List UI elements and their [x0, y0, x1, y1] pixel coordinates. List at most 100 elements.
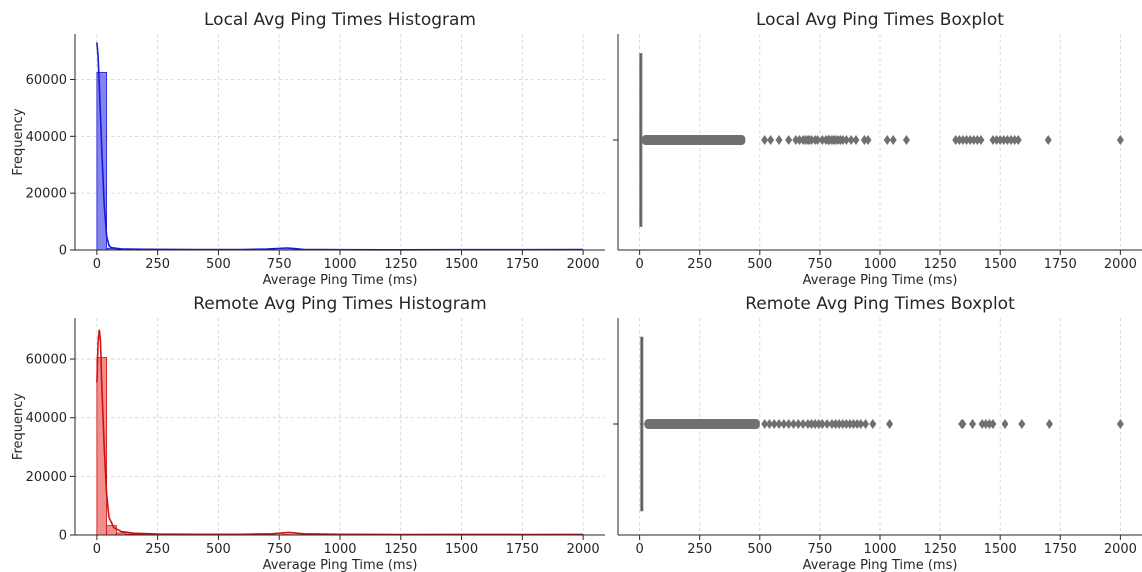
outlier-point	[902, 135, 910, 145]
outlier-point	[765, 419, 773, 429]
chart-title: Local Avg Ping Times Boxplot	[756, 10, 1004, 30]
x-tick-label: 750	[807, 542, 832, 557]
x-tick-label: 1250	[384, 542, 417, 557]
x-tick-label: 1250	[924, 257, 957, 272]
outlier-point	[842, 419, 850, 429]
outlier-point	[860, 135, 868, 145]
outlier-point	[989, 135, 997, 145]
x-tick-label: 2000	[1104, 542, 1137, 557]
outlier-point	[832, 419, 840, 429]
outlier-point	[761, 135, 769, 145]
outlier-point	[835, 419, 843, 429]
x-tick-label: 1000	[863, 257, 896, 272]
y-tick-label: 20000	[26, 470, 67, 485]
x-tick-label: 1750	[1044, 257, 1077, 272]
outlier-point	[770, 419, 778, 429]
x-tick-label: 1500	[984, 257, 1017, 272]
outlier-point	[973, 135, 981, 145]
x-tick-label: 1000	[323, 542, 356, 557]
outlier-point	[853, 419, 861, 429]
outlier-point	[1116, 135, 1124, 145]
x-tick-label: 750	[807, 257, 832, 272]
outlier-point	[828, 419, 836, 429]
outlier-point	[775, 419, 783, 429]
y-tick-label: 0	[59, 244, 67, 259]
outlier-point	[811, 419, 819, 429]
outlier-point	[789, 419, 797, 429]
histogram-bar	[106, 525, 117, 536]
y-axis-label: Frequency	[11, 393, 26, 460]
outlier-point	[1116, 419, 1124, 429]
x-tick-label: 0	[635, 257, 643, 272]
y-tick-label: 20000	[26, 187, 67, 202]
outlier-point	[780, 419, 788, 429]
x-tick-label: 1750	[506, 257, 539, 272]
x-tick-label: 1500	[984, 542, 1017, 557]
x-tick-label: 500	[747, 542, 772, 557]
x-tick-label: 1000	[863, 542, 896, 557]
outlier-point	[1014, 135, 1022, 145]
outlier-point	[823, 419, 831, 429]
outlier-point	[982, 419, 990, 429]
y-axis-label: Frequency	[11, 108, 26, 175]
x-tick-label: 1500	[445, 257, 478, 272]
outlier-point	[889, 135, 897, 145]
y-tick-label: 60000	[26, 73, 67, 88]
subplot-2: Local Avg Ping Times Boxplot 0 250 500 750 10…	[613, 10, 1142, 288]
outlier-point	[807, 419, 815, 429]
outlier-point	[846, 419, 854, 429]
x-tick-label: 2000	[1104, 257, 1137, 272]
outlier-point	[1045, 419, 1053, 429]
outlier-point	[799, 419, 807, 429]
x-tick-label: 1250	[924, 542, 957, 557]
outlier-point	[818, 135, 826, 145]
outlier-point	[785, 419, 793, 429]
outlier-point	[862, 419, 870, 429]
subplot-3: Remote Avg Ping Times Histogram 0 250 500 75…	[11, 294, 605, 572]
outlier-point	[804, 419, 812, 429]
outlier-point	[852, 135, 860, 145]
outlier-point	[959, 419, 967, 429]
outlier-point	[839, 135, 847, 145]
kde-curve	[96, 329, 584, 536]
outlier-point	[970, 135, 978, 145]
outlier-point	[850, 419, 858, 429]
x-tick-label: 1750	[506, 542, 539, 557]
x-tick-label: 2000	[567, 257, 600, 272]
kde-curve	[96, 42, 584, 251]
chart-title: Remote Avg Ping Times Histogram	[193, 294, 487, 314]
outlier-point	[883, 135, 891, 145]
outlier-point	[795, 135, 803, 145]
outlier-point	[955, 135, 963, 145]
outlier-point	[792, 135, 800, 145]
outlier-point	[1001, 419, 1009, 429]
x-tick-label: 250	[145, 257, 170, 272]
outlier-point	[785, 135, 793, 145]
outlier-point	[963, 135, 971, 145]
outlier-point	[847, 135, 855, 145]
y-tick-label: 60000	[26, 353, 67, 368]
outlier-point	[842, 135, 850, 145]
outlier-point	[985, 419, 993, 429]
x-tick-label: 1000	[323, 257, 356, 272]
outlier-point	[978, 419, 986, 429]
outlier-point	[767, 135, 775, 145]
outlier-band	[644, 419, 760, 429]
y-tick-label: 40000	[26, 130, 67, 145]
subplot-1: Local Avg Ping Times Histogram 0 250 500 750…	[11, 10, 605, 288]
outlier-point	[761, 419, 769, 429]
outlier-point	[966, 135, 974, 145]
outlier-point	[993, 135, 1001, 145]
y-tick-label: 0	[59, 529, 67, 544]
outlier-point	[1018, 419, 1026, 429]
x-axis-label: Average Ping Time (ms)	[263, 558, 418, 572]
outlier-point	[886, 419, 894, 429]
outlier-point	[1011, 135, 1019, 145]
x-tick-label: 0	[93, 257, 101, 272]
outlier-point	[815, 419, 823, 429]
x-tick-label: 0	[635, 542, 643, 557]
outlier-point	[996, 135, 1004, 145]
outlier-point	[1003, 135, 1011, 145]
